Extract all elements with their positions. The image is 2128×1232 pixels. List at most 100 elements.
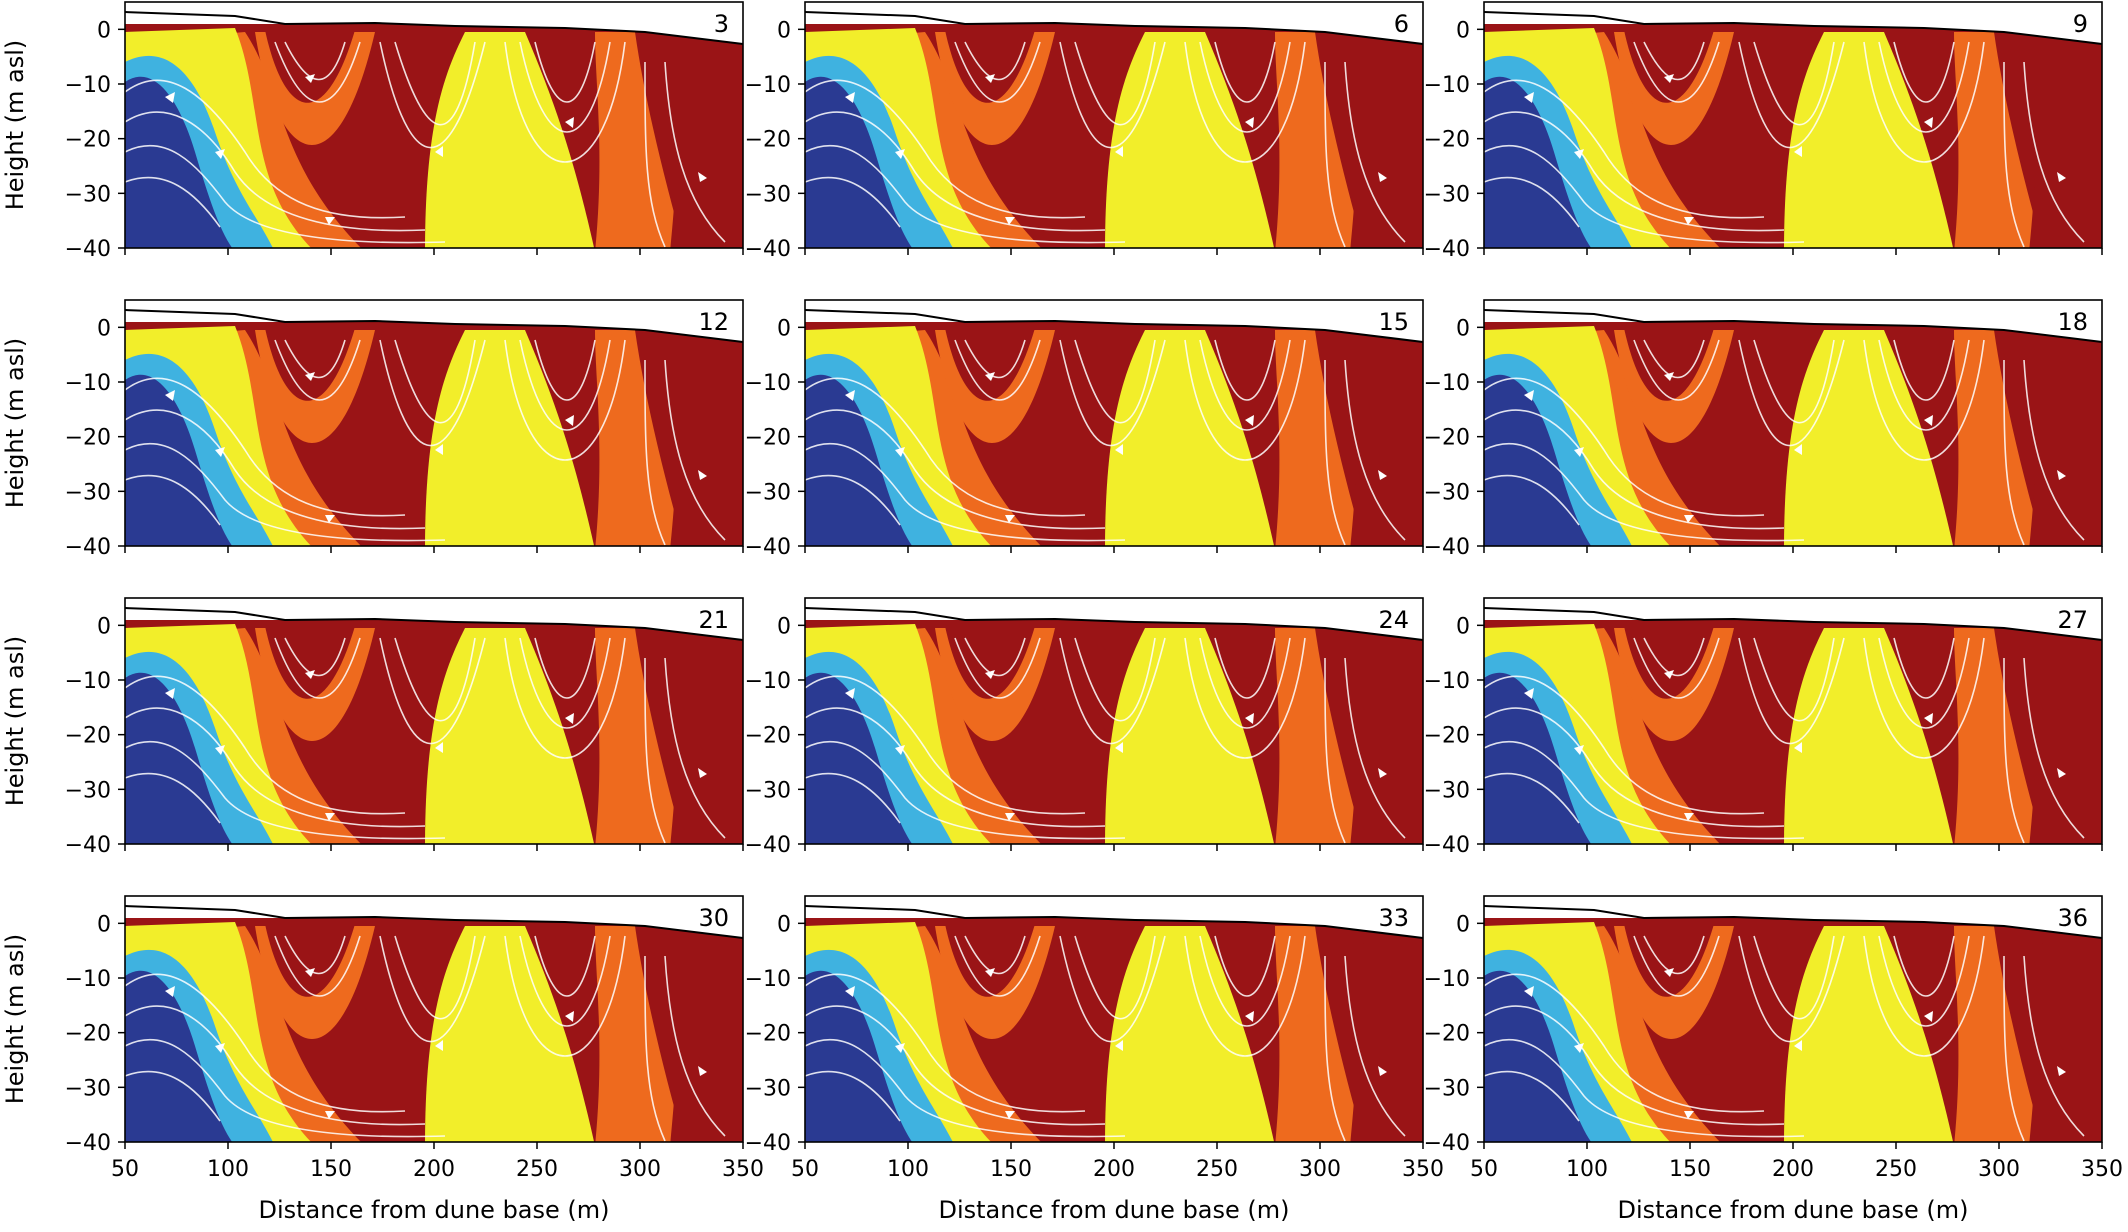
panel-12: 12 0 −10 −20 −30 −40 Height (m asl) [1, 299, 744, 560]
sky-mask [1484, 598, 2102, 640]
y-tick-label: −20 [1424, 724, 1470, 749]
x-tick-label: 300 [1978, 1157, 2020, 1182]
y-tick-label: −20 [745, 426, 791, 451]
field-colormap [1484, 620, 2102, 844]
panel-18: 18 0 −10 −20 −30 −40 [1424, 299, 2103, 560]
panel-label: 18 [2057, 308, 2088, 336]
y-tick-label: −20 [745, 724, 791, 749]
panel-6: 6 0 −10 −20 −30 −40 [745, 1, 1424, 262]
sky-mask [125, 300, 743, 342]
y-tick-label: −30 [745, 778, 791, 803]
y-tick-label: −30 [1424, 1076, 1470, 1101]
panel-label: 6 [1394, 10, 1409, 38]
x-axis-label: Distance from dune base (m) [938, 1196, 1289, 1224]
x-tick-label: 200 [1093, 1157, 1135, 1182]
ground-surface-line [804, 905, 1424, 939]
x-tick-label: 300 [1299, 1157, 1341, 1182]
x-tick-label: 200 [1772, 1157, 1814, 1182]
panel-label: 30 [698, 904, 729, 932]
x-tick-label: 200 [413, 1157, 455, 1182]
y-tick-label: −40 [1424, 1131, 1470, 1156]
sky-mask [1484, 896, 2102, 938]
x-tick-label: 350 [1402, 1157, 1444, 1182]
x-tick-label: 50 [111, 1157, 139, 1182]
ground-surface-line [1483, 607, 2103, 641]
y-tick-label: −10 [65, 73, 111, 98]
y-tick-label: −10 [65, 967, 111, 992]
y-axis-label: Height (m asl) [1, 934, 29, 1105]
y-tick-label: −30 [1424, 480, 1470, 505]
y-tick-label: −40 [745, 1131, 791, 1156]
x-tick-label: 250 [1875, 1157, 1917, 1182]
ground-surface-line [1483, 905, 2103, 939]
y-tick-label: −10 [1424, 967, 1470, 992]
y-tick-label: 0 [97, 316, 111, 341]
y-tick-label: 0 [97, 912, 111, 937]
x-tick-label: 300 [619, 1157, 661, 1182]
y-tick-label: −10 [1424, 669, 1470, 694]
sky-mask [805, 896, 1423, 938]
y-tick-label: −20 [1424, 426, 1470, 451]
y-tick-label: −20 [1424, 1022, 1470, 1047]
y-tick-label: −20 [65, 426, 111, 451]
velocity-field [125, 918, 743, 1142]
panel-9: 9 0 −10 −20 −30 −40 [1424, 1, 2103, 262]
y-tick-label: −30 [745, 480, 791, 505]
y-axis-label: Height (m asl) [1, 40, 29, 211]
x-tick-label: 250 [516, 1157, 558, 1182]
panel-label: 24 [1378, 606, 1409, 634]
ground-surface-line [124, 309, 744, 343]
y-tick-label: −10 [745, 967, 791, 992]
x-axis-label: Distance from dune base (m) [1617, 1196, 1968, 1224]
sky-mask [1484, 300, 2102, 342]
x-axis-label: Distance from dune base (m) [258, 1196, 609, 1224]
ground-surface-line [124, 905, 744, 939]
field-colormap [125, 24, 743, 248]
velocity-field [805, 918, 1423, 1142]
x-tick-label: 50 [1470, 1157, 1498, 1182]
y-tick-label: −20 [745, 1022, 791, 1047]
sky-mask [805, 2, 1423, 44]
velocity-field [1484, 24, 2102, 248]
y-tick-label: 0 [1456, 614, 1470, 639]
x-tick-label: 250 [1196, 1157, 1238, 1182]
field-colormap [125, 322, 743, 546]
y-tick-label: −10 [1424, 371, 1470, 396]
x-tick-label: 150 [990, 1157, 1032, 1182]
velocity-field [805, 322, 1423, 546]
y-tick-label: 0 [1456, 912, 1470, 937]
sky-mask [805, 598, 1423, 640]
ground-surface-line [804, 11, 1424, 45]
field-colormap [805, 24, 1423, 248]
y-tick-label: −40 [65, 833, 111, 858]
y-tick-label: 0 [1456, 316, 1470, 341]
x-tick-label: 150 [310, 1157, 352, 1182]
field-colormap [805, 918, 1423, 1142]
velocity-field [1484, 322, 2102, 546]
sky-mask [125, 598, 743, 640]
panel-3: 3 0 −10 −20 −30 −40 Height (m asl) [1, 1, 744, 262]
panel-label: 3 [714, 10, 729, 38]
y-tick-label: −20 [65, 1022, 111, 1047]
ground-surface-line [124, 607, 744, 641]
y-tick-label: −30 [65, 778, 111, 803]
velocity-field [1484, 620, 2102, 844]
y-tick-label: −20 [65, 128, 111, 153]
y-tick-label: −10 [1424, 73, 1470, 98]
panel-24: 24 0 −10 −20 −30 −40 [745, 597, 1424, 858]
y-tick-label: −40 [65, 237, 111, 262]
field-colormap [805, 322, 1423, 546]
y-axis-label: Height (m asl) [1, 636, 29, 807]
x-tick-label: 350 [2081, 1157, 2123, 1182]
y-tick-label: 0 [777, 18, 791, 43]
velocity-field [125, 620, 743, 844]
y-tick-label: −10 [745, 371, 791, 396]
panel-15: 15 0 −10 −20 −30 −40 [745, 299, 1424, 560]
x-tick-label: 150 [1669, 1157, 1711, 1182]
y-tick-label: 0 [97, 614, 111, 639]
y-tick-label: 0 [777, 614, 791, 639]
panel-label: 15 [1378, 308, 1409, 336]
